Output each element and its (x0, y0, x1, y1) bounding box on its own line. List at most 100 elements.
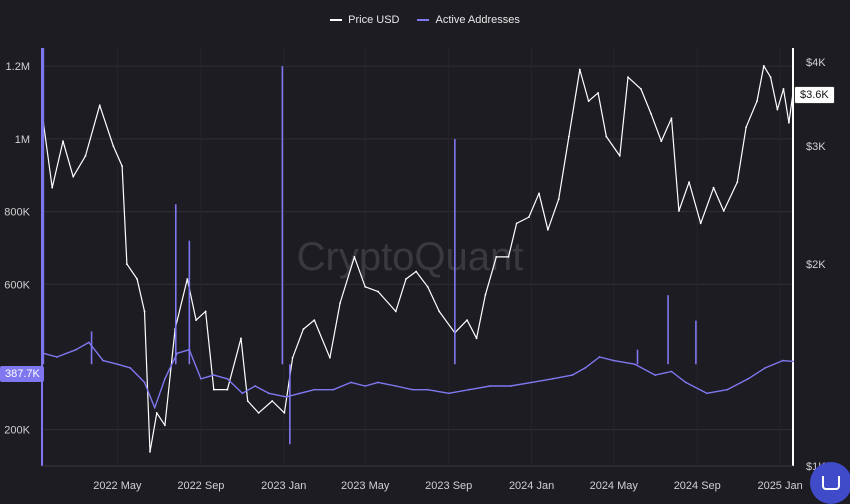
price-usd-point (722, 210, 725, 212)
legend-swatch-price (330, 19, 343, 21)
active-addresses-point (781, 359, 784, 362)
price-usd-point (62, 140, 64, 143)
active-addresses-point (447, 392, 450, 395)
price-usd-point (186, 278, 189, 280)
price-usd-point (426, 285, 429, 288)
active-addresses-point (267, 392, 270, 395)
price-usd-point (736, 181, 739, 184)
active-addresses-point (584, 366, 587, 369)
right-tick-label: $2K (806, 259, 826, 271)
series-layer (42, 48, 794, 453)
active-addresses-point (75, 348, 77, 351)
left-tick-label: 200K (4, 425, 30, 437)
active-addresses-point (116, 363, 119, 366)
active-addresses-point (633, 363, 636, 366)
price-usd-point (394, 310, 397, 313)
price-current-badge: $3.6K (794, 86, 835, 104)
active-addresses-point (212, 374, 215, 377)
active-addresses-point (254, 385, 257, 387)
price-usd-point (597, 91, 600, 94)
price-usd-point (546, 228, 549, 231)
price-usd-point (125, 263, 128, 266)
left-tick-label: 800K (4, 207, 30, 219)
price-usd-point (745, 126, 748, 129)
active-addresses-point (705, 392, 708, 395)
active-addresses-point (468, 388, 471, 391)
right-axis-ticks: $1K$2K$3K$4K (806, 57, 826, 473)
price-usd-point (788, 121, 790, 124)
active-addresses-point (164, 377, 166, 380)
active-addresses-point (87, 341, 90, 344)
price-usd-point (660, 140, 663, 143)
price-usd-point (226, 388, 229, 391)
x-tick-label: 2025 Jan (757, 480, 802, 492)
price-usd-point (291, 356, 294, 359)
active-addresses-point (143, 381, 146, 384)
active-addresses-point (199, 377, 202, 380)
price-usd-point (121, 165, 124, 168)
x-tick-label: 2023 May (341, 480, 390, 492)
price-usd-point (283, 411, 286, 414)
grid (42, 48, 793, 466)
price-usd-point (475, 337, 478, 340)
active-addresses-point (598, 356, 601, 358)
legend-item-active-addresses[interactable]: Active Addresses (417, 14, 520, 26)
legend: Price USD Active Addresses (0, 14, 850, 26)
active-addresses-point (153, 406, 156, 409)
x-tick-label: 2022 May (93, 480, 142, 492)
active-addresses-point (176, 352, 179, 355)
price-usd-point (72, 175, 75, 178)
left-tick-label: 1M (15, 134, 30, 146)
price-usd-point (204, 310, 207, 313)
active-addresses-point (670, 370, 673, 373)
price-usd-point (776, 108, 779, 111)
price-usd-point (240, 337, 242, 340)
price-usd-point (405, 278, 407, 280)
active-addresses-point (377, 381, 380, 384)
price-usd-point (618, 154, 621, 157)
active-addresses-point (551, 377, 554, 380)
left-tick-label: 1.2M (6, 61, 30, 73)
active-addresses-point (299, 392, 301, 395)
x-tick-label: 2024 Sep (674, 480, 721, 492)
active-addresses-line (43, 341, 794, 409)
price-usd-point (164, 424, 166, 427)
active-addresses-point (332, 388, 335, 391)
price-usd-point (515, 222, 518, 225)
price-usd-point (557, 198, 560, 201)
price-usd-point (688, 181, 691, 184)
watermark: CryptoQuant (297, 235, 524, 279)
active-addresses-point (792, 360, 794, 363)
legend-label-price: Price USD (348, 14, 400, 26)
active-addresses-point (530, 381, 533, 384)
price-usd-point (466, 319, 468, 322)
price-usd-point (587, 100, 590, 103)
price-usd-point (756, 100, 758, 103)
active-addresses-point (313, 388, 316, 391)
price-usd-point (415, 270, 418, 273)
price-usd-line (42, 65, 794, 453)
active-addresses-point (394, 385, 397, 387)
price-usd-point (112, 145, 115, 147)
active-addresses-point (102, 359, 105, 362)
price-usd-point (769, 76, 772, 79)
active-addresses-point (764, 366, 767, 369)
left-tick-label: 600K (4, 279, 30, 291)
price-usd-point (792, 91, 794, 94)
x-tick-label: 2024 Jan (509, 480, 554, 492)
legend-item-price[interactable]: Price USD (330, 14, 399, 26)
active-addresses-point (241, 392, 244, 395)
price-usd-point (51, 186, 54, 189)
price-usd-point (650, 112, 652, 115)
x-tick-label: 2024 May (590, 480, 639, 492)
price-usd-point (627, 76, 629, 79)
price-usd-point (782, 87, 785, 90)
price-usd-point (678, 210, 680, 212)
price-usd-point (605, 135, 608, 138)
price-usd-point (302, 328, 305, 331)
x-axis-ticks: 2022 May 2022 Sep 2023 Jan 2023 May 2023 Sep… (93, 480, 803, 492)
active-addresses-point (612, 359, 615, 362)
chat-button[interactable] (810, 462, 850, 504)
active-addresses-point (56, 356, 58, 358)
